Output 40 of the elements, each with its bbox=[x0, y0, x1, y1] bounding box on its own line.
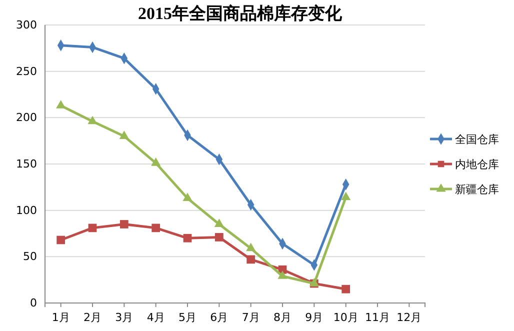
point bbox=[120, 220, 128, 228]
chart-title: 2015年全国商品棉库存变化 bbox=[138, 4, 343, 23]
x-tick-label: 9月 bbox=[305, 310, 324, 324]
y-tick-label: 50 bbox=[23, 250, 37, 264]
point bbox=[342, 284, 350, 294]
x-tick-label: 10月 bbox=[333, 310, 358, 324]
x-tick-label: 12月 bbox=[396, 310, 422, 324]
point bbox=[214, 218, 224, 228]
x-tick-label: 7月 bbox=[242, 310, 260, 324]
x-tick-label: 8月 bbox=[274, 310, 292, 324]
legend-label: 内地仓库 bbox=[455, 158, 499, 171]
point bbox=[341, 192, 351, 200]
legend-label: 全国仓库 bbox=[455, 133, 499, 146]
x-tick-label: 6月 bbox=[210, 310, 228, 324]
point bbox=[56, 100, 66, 108]
y-tick-label: 0 bbox=[30, 296, 37, 310]
x-tick-label: 4月 bbox=[146, 310, 165, 324]
legend-label: 新疆仓库 bbox=[455, 183, 499, 196]
point bbox=[152, 224, 160, 232]
point bbox=[88, 224, 97, 232]
point bbox=[278, 270, 288, 279]
point bbox=[56, 236, 66, 244]
point bbox=[214, 233, 224, 242]
point bbox=[246, 255, 256, 264]
point bbox=[182, 192, 192, 202]
point bbox=[183, 234, 192, 242]
point bbox=[151, 158, 161, 166]
x-tick-label: 3月 bbox=[115, 310, 134, 324]
y-tick-label: 250 bbox=[16, 64, 37, 78]
x-tick-label: 1月 bbox=[52, 310, 70, 324]
y-tick-label: 100 bbox=[16, 204, 37, 217]
point bbox=[119, 130, 129, 139]
y-tick-label: 300 bbox=[16, 18, 37, 32]
y-tick-label: 150 bbox=[16, 158, 37, 171]
x-tick-label: 5月 bbox=[178, 310, 196, 324]
x-tick-label: 11月 bbox=[365, 310, 390, 324]
point bbox=[88, 116, 98, 124]
point bbox=[246, 242, 256, 252]
x-tick-label: 2月 bbox=[84, 310, 102, 324]
y-tick-label: 200 bbox=[16, 111, 37, 124]
